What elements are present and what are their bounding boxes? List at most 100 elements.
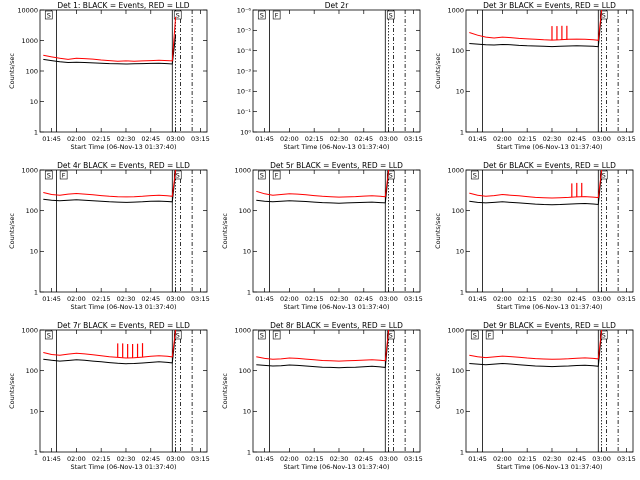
y-tick-label: 1000 (21, 166, 38, 174)
series-lld-line (256, 169, 390, 198)
y-tick-label: 100 (26, 207, 38, 215)
y-tick-label: 10⁻¹ (237, 108, 252, 116)
x-tick-label: 02:00 (67, 295, 86, 303)
y-tick-label: 100 (452, 207, 464, 215)
x-tick-label: 03:15 (191, 455, 210, 463)
series-events-line (256, 331, 390, 369)
y-tick-label: 1 (34, 288, 38, 296)
x-tick-label: 02:30 (543, 295, 562, 303)
plot-frame (39, 9, 208, 133)
marker-box (470, 170, 479, 180)
x-tick-label: 03:15 (404, 135, 423, 143)
y-tick-label: 10⁰ (240, 128, 251, 136)
y-tick-label: 1 (247, 448, 251, 456)
x-tick-label: 02:30 (330, 455, 349, 463)
plot-frame (252, 9, 421, 133)
x-tick-label: 02:00 (280, 455, 299, 463)
marker-label: F (488, 332, 492, 340)
y-axis-label: Counts/sec (434, 213, 442, 249)
panel-title: Det 2r (325, 1, 349, 10)
x-tick-label: 02:45 (354, 135, 373, 143)
plot-frame (39, 169, 208, 293)
marker-box (257, 170, 266, 180)
y-tick-label: 1 (460, 448, 464, 456)
x-tick-label: 03:00 (592, 295, 611, 303)
marker-label: S (389, 332, 393, 340)
y-tick-label: 100 (26, 367, 38, 375)
marker-box (173, 10, 182, 20)
marker-box (173, 330, 182, 340)
x-tick-label: 03:00 (379, 135, 398, 143)
series-events-line (43, 331, 177, 365)
marker-label: S (260, 12, 264, 20)
x-tick-label: 01:45 (42, 295, 61, 303)
x-tick-label: 02:15 (518, 295, 537, 303)
x-tick-label: 02:30 (117, 295, 136, 303)
x-tick-label: 02:00 (280, 135, 299, 143)
marker-box (44, 330, 53, 340)
x-tick-label: 02:15 (305, 135, 324, 143)
marker-box (599, 170, 608, 180)
marker-label: F (62, 172, 66, 180)
panel-title: Det 6r BLACK = Events, RED = LLD (483, 161, 616, 170)
y-tick-label: 1 (34, 448, 38, 456)
x-axis-label: Start Time (06-Nov-13 01:37:40) (284, 303, 390, 311)
series-lld-line (43, 169, 177, 198)
x-tick-label: 03:00 (379, 295, 398, 303)
y-tick-label: 10 (456, 248, 464, 256)
marker-label: S (176, 172, 180, 180)
panel-6: Det 6r BLACK = Events, RED = LLD 1 10 100 10… (434, 161, 636, 311)
x-tick-label: 02:15 (92, 455, 111, 463)
y-tick-label: 10⁻³ (237, 67, 252, 75)
x-tick-label: 03:15 (617, 295, 636, 303)
marker-label: S (47, 12, 51, 20)
x-tick-label: 02:30 (543, 455, 562, 463)
x-tick-label: 03:15 (617, 455, 636, 463)
x-tick-label: 02:45 (567, 455, 586, 463)
y-tick-label: 10000 (17, 6, 38, 14)
x-tick-label: 02:45 (354, 455, 373, 463)
series-lld-line (469, 329, 603, 360)
y-tick-label: 100 (26, 67, 38, 75)
panel-3: Det 3r BLACK = Events, RED = LLD 1 10 100 10… (434, 1, 636, 151)
panel-title: Det 9r BLACK = Events, RED = LLD (483, 321, 616, 330)
y-axis-label: Counts/sec (8, 213, 16, 249)
x-axis-label: Start Time (06-Nov-13 01:37:40) (71, 463, 177, 471)
series-events-line (43, 35, 177, 65)
y-tick-label: 100 (452, 47, 464, 55)
marker-label: S (260, 172, 264, 180)
y-tick-label: 1 (460, 128, 464, 136)
y-axis-label: Counts/sec (221, 213, 229, 249)
y-axis-label: Counts/sec (221, 373, 229, 409)
x-tick-label: 02:30 (543, 135, 562, 143)
y-tick-label: 100 (452, 367, 464, 375)
panel-4: Det 4r BLACK = Events, RED = LLD 1 10 100 10… (8, 161, 210, 311)
marker-box (386, 170, 395, 180)
panel-title: Det 7r BLACK = Events, RED = LLD (57, 321, 190, 330)
x-tick-label: 01:45 (42, 455, 61, 463)
x-tick-label: 02:15 (518, 135, 537, 143)
marker-label: S (389, 172, 393, 180)
x-tick-label: 03:00 (166, 295, 185, 303)
x-tick-label: 02:30 (330, 295, 349, 303)
marker-label: S (602, 12, 606, 20)
y-tick-label: 1000 (447, 326, 464, 334)
x-tick-label: 03:00 (166, 135, 185, 143)
y-tick-label: 10 (30, 248, 38, 256)
x-tick-label: 02:45 (141, 135, 160, 143)
x-tick-label: 02:00 (67, 455, 86, 463)
marker-box (386, 10, 395, 20)
x-tick-label: 03:00 (592, 455, 611, 463)
y-tick-label: 10⁻⁶ (237, 6, 252, 14)
y-tick-label: 1000 (234, 326, 251, 334)
y-axis-label: Counts/sec (434, 53, 442, 89)
x-tick-label: 01:45 (468, 455, 487, 463)
x-tick-label: 01:45 (255, 295, 274, 303)
x-tick-label: 01:45 (255, 135, 274, 143)
x-axis-label: Start Time (06-Nov-13 01:37:40) (497, 143, 603, 151)
panel-title: Det 4r BLACK = Events, RED = LLD (57, 161, 190, 170)
plot-frame (465, 9, 634, 133)
y-tick-label: 10 (30, 98, 38, 106)
plot-frame (39, 329, 208, 453)
y-tick-label: 10⁻⁵ (237, 27, 252, 35)
